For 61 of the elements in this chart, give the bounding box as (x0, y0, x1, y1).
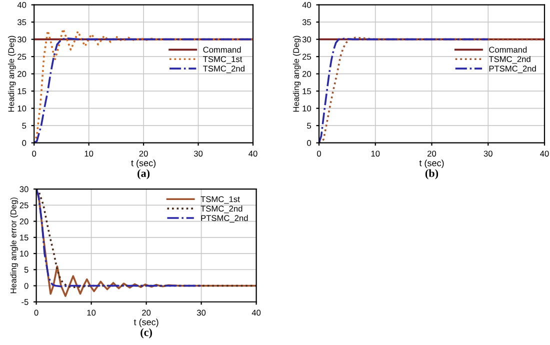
y-tick-label: 35 (18, 19, 26, 26)
x-tick-label: 10 (371, 150, 380, 157)
x-tick-label: 40 (248, 150, 258, 157)
y-tick-label: -5 (22, 299, 28, 305)
y-tick-label: 20 (18, 71, 26, 77)
y-tick-label: 10 (18, 106, 26, 112)
y-tick-label: 30 (302, 36, 312, 42)
x-tick-label: 30 (196, 310, 206, 316)
legend-label: TSMC_1st (200, 196, 240, 204)
y-tick-label: 35 (302, 19, 312, 26)
x-tick-label: 10 (84, 150, 94, 157)
text: (a) (138, 169, 150, 180)
legend-label: PTSMC_2nd (201, 214, 248, 223)
text: (c) (140, 328, 152, 338)
x-tick-label: 20 (142, 310, 151, 316)
x-tick-label: 20 (428, 150, 436, 157)
x-axis-title: t (sec) (131, 160, 156, 168)
line-series (36, 189, 202, 288)
y-tick-label: 25 (302, 54, 312, 60)
y-tick-label: 15 (302, 88, 312, 94)
legend-label: Command (203, 46, 241, 53)
y-tick-label: 25 (18, 54, 26, 60)
y-axis-title: Heading angle (Deg) (292, 36, 301, 112)
y-tick-label: 15 (18, 88, 26, 94)
text: (b) (425, 169, 438, 180)
legend-label: TSMC_1st (203, 56, 242, 64)
y-tick-label: 0 (22, 140, 26, 146)
y-tick-label: 40 (17, 2, 26, 8)
x-axis-title: t (sec) (134, 318, 158, 328)
y-tick-label: 15 (20, 234, 28, 241)
x-tick-label: 0 (317, 150, 321, 157)
y-tick-label: 5 (307, 122, 312, 129)
line-series (319, 38, 490, 143)
legend-label: TSMC_2nd (488, 56, 530, 64)
legend-label: TSMC_2nd (200, 205, 242, 214)
y-tick-label: 30 (18, 36, 26, 42)
y-tick-label: 10 (20, 250, 28, 257)
y-tick-label: 10 (302, 106, 312, 112)
y-tick-label: 0 (307, 140, 312, 146)
x-tick-label: 40 (540, 150, 549, 157)
y-tick-label: 20 (302, 71, 312, 77)
y-axis-title: Heading angle error (Deg) (10, 198, 18, 294)
legend-label: Command (489, 46, 527, 53)
y-tick-label: 25 (20, 202, 28, 208)
y-tick-label: 5 (22, 122, 26, 129)
y-tick-label: 30 (20, 186, 28, 192)
y-tick-label: 40 (302, 2, 312, 8)
x-axis-title: t (sec) (419, 160, 444, 168)
x-tick-label: 0 (34, 310, 38, 316)
y-tick-label: 20 (20, 218, 28, 224)
legend-label: TSMC_2nd (203, 65, 244, 74)
y-tick-label: 0 (24, 282, 28, 289)
x-tick-label: 20 (139, 150, 148, 157)
x-tick-label: 30 (484, 150, 492, 157)
y-tick-label: 5 (24, 266, 28, 273)
x-tick-label: 40 (252, 310, 261, 316)
x-tick-label: 30 (194, 150, 203, 157)
legend-label: PTSMC_2nd (489, 65, 536, 74)
x-tick-label: 0 (32, 150, 36, 157)
x-tick-label: 10 (87, 310, 96, 316)
y-axis-title: Heading angle (Deg) (8, 36, 16, 112)
